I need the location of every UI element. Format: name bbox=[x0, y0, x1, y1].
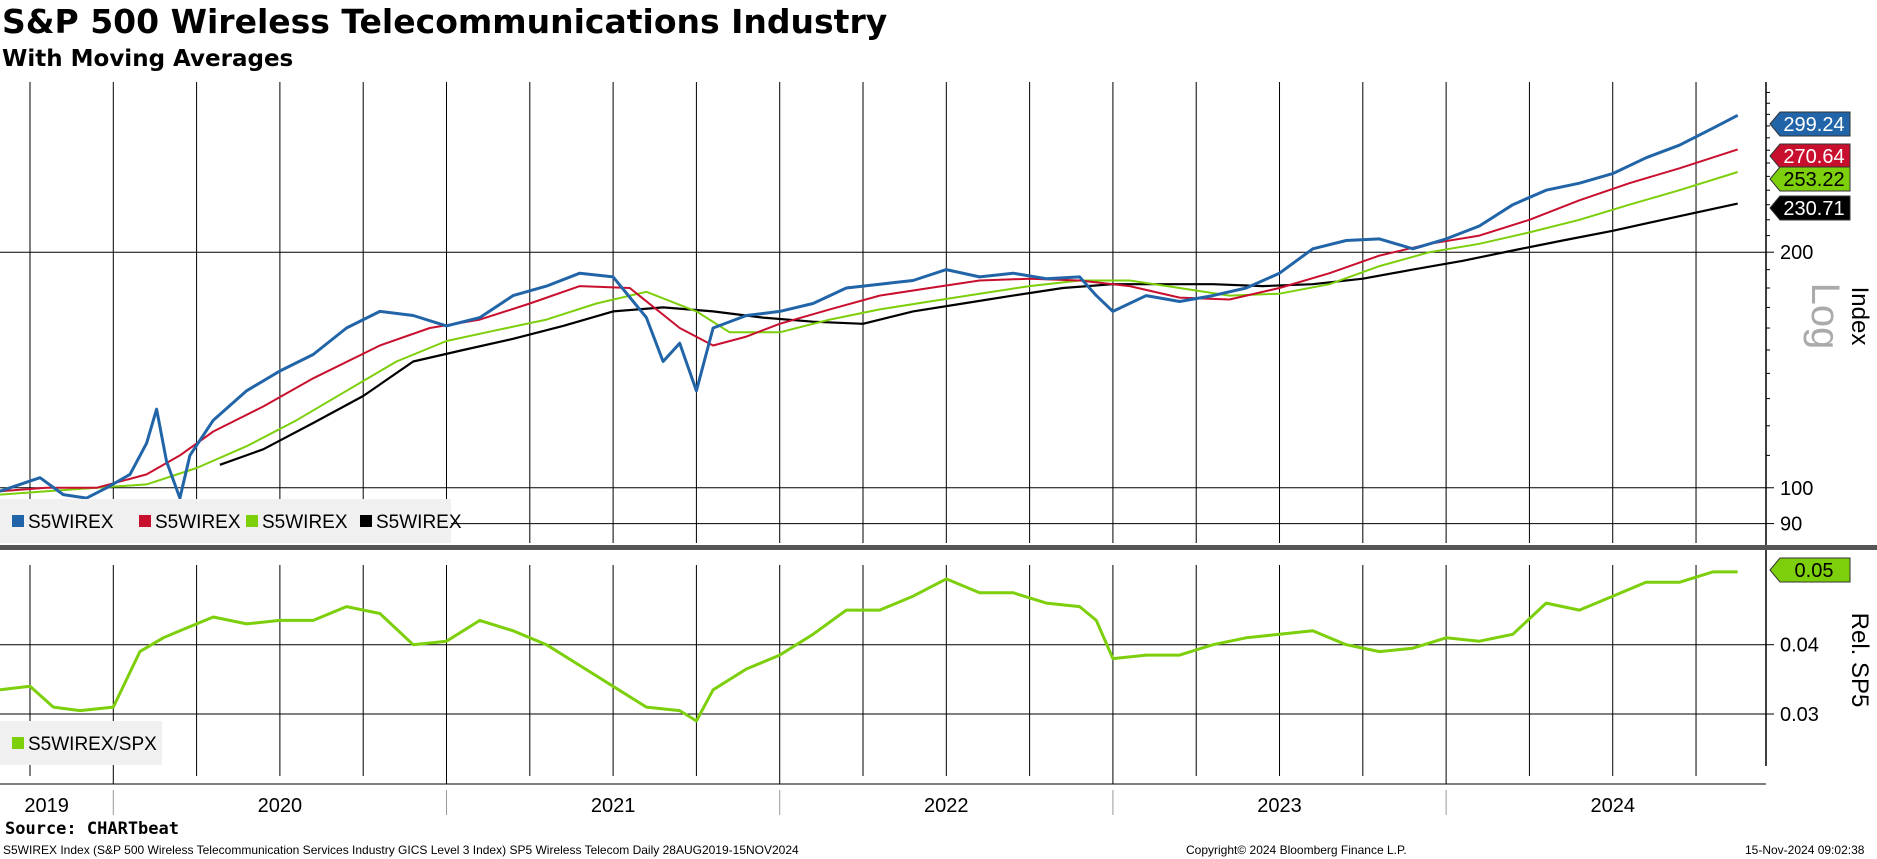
x-tick-label: 2022 bbox=[924, 795, 969, 817]
last-value-tag-box bbox=[1769, 557, 1851, 583]
y-tick-label: 90 bbox=[1780, 514, 1802, 536]
legend-swatch-blue bbox=[12, 515, 24, 527]
last-value-tag-box bbox=[1769, 143, 1851, 169]
legend-swatch-green bbox=[246, 515, 258, 527]
x-tick-label: 2023 bbox=[1257, 795, 1302, 817]
last-value-tag-label: 270.64 bbox=[1783, 146, 1844, 168]
y-tick-label: 200 bbox=[1780, 242, 1813, 264]
legend: S5WIREX S5WIREX S5WIREX S5WIREX bbox=[0, 499, 462, 543]
legend-swatch-green bbox=[12, 737, 24, 749]
vertical-gridlines bbox=[29, 82, 1697, 766]
legend-label: S5WIREX bbox=[262, 512, 348, 533]
last-value-tag-box bbox=[1769, 195, 1851, 221]
y-tick-label: 0.03 bbox=[1780, 704, 1819, 726]
footer-timestamp: 15-Nov-2024 09:02:38 bbox=[1745, 843, 1865, 857]
last-value-tag: 253.22 bbox=[1769, 166, 1851, 192]
x-tick-label: 2021 bbox=[591, 795, 636, 817]
last-value-tag: 230.71 bbox=[1769, 195, 1851, 221]
last-value-tag-box bbox=[1769, 111, 1851, 137]
legend-background bbox=[0, 499, 451, 543]
last-value-tag-label: 253.22 bbox=[1783, 169, 1844, 191]
legend-label: S5WIREX/SPX bbox=[28, 734, 157, 755]
legend-label: S5WIREX bbox=[28, 512, 114, 533]
legend-label: S5WIREX bbox=[155, 512, 241, 533]
series-line-green bbox=[0, 570, 1738, 723]
x-tick-label: 2019 bbox=[24, 795, 69, 817]
last-value-tag-label: 0.05 bbox=[1795, 560, 1834, 582]
footer-copyright: Copyright© 2024 Bloomberg Finance L.P. bbox=[1186, 843, 1407, 857]
y-tick-label: 100 bbox=[1780, 478, 1813, 500]
legend-background bbox=[0, 721, 162, 765]
legend-swatch-red bbox=[139, 515, 151, 527]
last-value-tag: 0.05 bbox=[1769, 557, 1851, 583]
series-line-blue bbox=[0, 113, 1739, 500]
chart-title: S&P 500 Wireless Telecommunications Indu… bbox=[2, 2, 888, 41]
chart-subtitle: With Moving Averages bbox=[2, 46, 294, 72]
legend-label: S5WIREX bbox=[376, 512, 462, 533]
legend: S5WIREX/SPX bbox=[0, 721, 162, 765]
panel-separator bbox=[0, 545, 1877, 550]
footer-description: S5WIREX Index (S&P 500 Wireless Telecomm… bbox=[3, 843, 799, 857]
last-value-tag-label: 230.71 bbox=[1783, 198, 1844, 220]
series-line-green bbox=[0, 171, 1738, 496]
series-line-black bbox=[219, 202, 1738, 466]
y-axis-title: Index bbox=[1846, 287, 1873, 346]
rel-axis-title: Rel. SP5 bbox=[1846, 613, 1873, 708]
last-value-tag: 299.24 bbox=[1769, 111, 1851, 137]
y-tick-label: 0.04 bbox=[1780, 635, 1819, 657]
source-label: Source: CHARTbeat bbox=[5, 819, 179, 839]
last-value-tag-label: 299.24 bbox=[1783, 114, 1844, 136]
x-tick-label: 2024 bbox=[1590, 795, 1635, 817]
last-value-tag-box bbox=[1769, 166, 1851, 192]
x-tick-label: 2020 bbox=[258, 795, 303, 817]
last-value-tag: 270.64 bbox=[1769, 143, 1851, 169]
legend-swatch-black bbox=[360, 515, 372, 527]
scale-label: Log bbox=[1803, 283, 1847, 350]
